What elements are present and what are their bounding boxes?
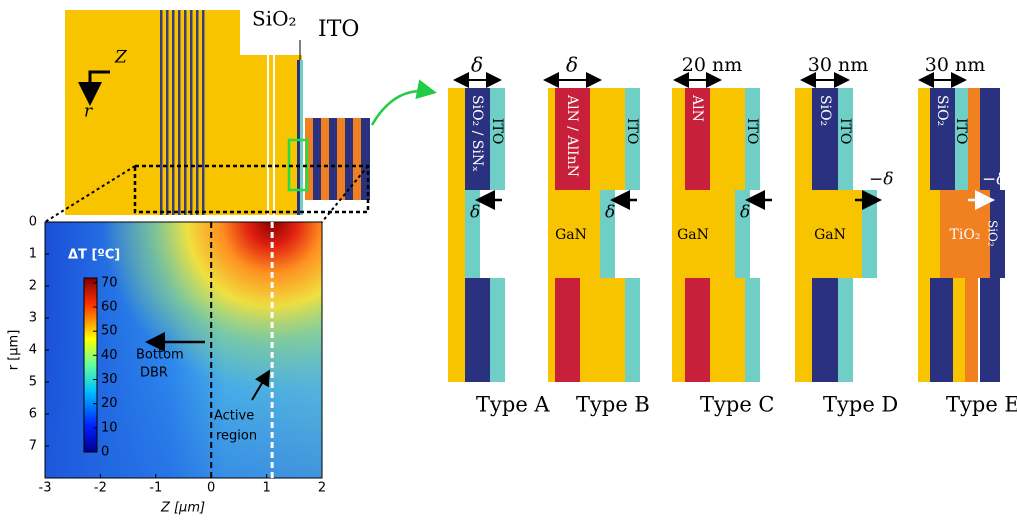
side-label: SiO₂ <box>986 220 1000 247</box>
y-tick-label: 6 <box>29 407 37 422</box>
layer-label: ITO <box>744 118 760 144</box>
z-label: Z <box>114 48 128 68</box>
middle-label: GaN <box>814 227 846 243</box>
y-axis-label: r [µm] <box>7 330 22 371</box>
shift-label: δ <box>470 203 480 223</box>
colorbar-tick-label: 30 <box>101 372 118 387</box>
dimension-label: δ <box>566 53 578 77</box>
sio2-label: SiO₂ <box>252 7 297 31</box>
layer-label: ITO <box>489 118 505 144</box>
x-tick-label: -2 <box>94 481 107 496</box>
layer-label: SiO₂ / SiNₓ <box>469 95 485 172</box>
dimension-label: δ <box>471 53 483 77</box>
x-tick-label: 2 <box>318 481 326 496</box>
y-tick-label: 5 <box>29 375 37 390</box>
colorbar-tick-label: 70 <box>101 275 118 290</box>
middle-label: GaN <box>555 227 587 243</box>
type-label: Type E <box>946 393 1017 417</box>
type-label: Type A <box>476 393 550 417</box>
x-tick-label: -3 <box>39 481 52 496</box>
layer-label: AlN <box>689 94 705 122</box>
y-tick-label: 7 <box>29 439 37 454</box>
layer-label: ITO <box>624 118 640 144</box>
y-tick-label: 4 <box>29 343 37 358</box>
ito-label: ITO <box>318 17 359 42</box>
layer-label: ITO <box>837 118 853 144</box>
middle-label: TiO₂ <box>950 227 981 243</box>
layer-label: ITO <box>953 118 969 144</box>
x-tick-label: -1 <box>149 481 162 496</box>
structure: SiO₂ ITO Z r <box>45 7 432 223</box>
layer-label: AlN / AlInN <box>564 94 580 177</box>
type-label: Type B <box>576 393 650 417</box>
shift-label: δ <box>740 203 750 223</box>
colorbar-tick-label: 0 <box>101 445 109 460</box>
dimension-label: 30 nm <box>808 54 868 76</box>
dimension-label: 20 nm <box>682 54 742 76</box>
x-axis-label: Z [µm] <box>160 501 205 516</box>
dimension-label: 30 nm <box>925 54 985 76</box>
colorbar-tick-label: 20 <box>101 396 118 411</box>
annotation: Bottom <box>136 348 184 363</box>
annotation: Active <box>214 409 254 424</box>
y-tick-label: 2 <box>29 279 37 294</box>
shift-label: −δ <box>869 170 893 190</box>
annotation: region <box>216 429 257 444</box>
colorbar-tick-label: 50 <box>101 324 118 339</box>
colorbar <box>84 278 97 452</box>
shift-label: −δ <box>982 170 1006 190</box>
y-tick-label: 1 <box>29 247 37 262</box>
type-label: Type C <box>700 393 774 417</box>
colorbar-tick-label: 60 <box>101 300 118 315</box>
middle-label: GaN <box>677 227 709 243</box>
annotation: DBR <box>140 366 168 381</box>
r-label: r <box>84 102 93 122</box>
layer-label: SiO₂ <box>934 95 950 126</box>
x-tick-label: 1 <box>262 481 270 496</box>
x-tick-label: 0 <box>207 481 215 496</box>
figure: SiO₂ ITO Z r Z [µm] r [µm] ΔT [ºC] Botto… <box>0 0 1017 522</box>
colorbar-tick-label: 40 <box>101 348 118 363</box>
colorbar-tick-label: 10 <box>101 420 118 435</box>
type-label: Type D <box>823 393 898 417</box>
y-tick-label: 3 <box>29 311 37 326</box>
layer-label: SiO₂ <box>817 95 833 126</box>
y-tick-label: 0 <box>29 215 37 230</box>
colorbar-title: ΔT [ºC] <box>68 248 120 263</box>
shift-label: δ <box>605 203 615 223</box>
